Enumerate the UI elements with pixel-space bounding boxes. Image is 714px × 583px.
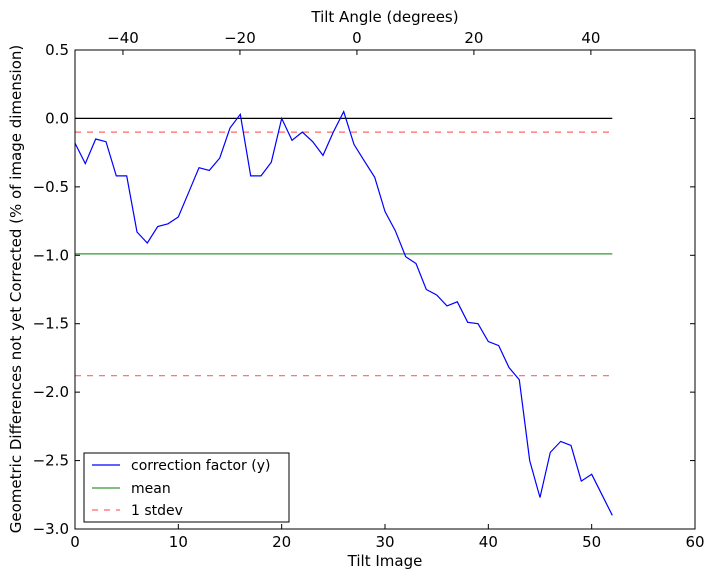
x-tick-label: 60	[685, 533, 704, 551]
y-tick-label: −3.0	[33, 520, 69, 538]
x-tick-label: 40	[479, 533, 498, 551]
x-tick-label: 0	[70, 533, 80, 551]
y-tick-label: 0.5	[45, 41, 69, 59]
legend: correction factor (y) mean 1 stdev	[83, 452, 290, 523]
y-tick-label: −2.0	[33, 383, 69, 401]
series-line-correction-factor-y-	[74, 110, 613, 516]
x-tick-label: 30	[375, 533, 394, 551]
legend-label-stdev: 1 stdev	[131, 503, 183, 519]
x-tick-label: 50	[582, 533, 601, 551]
y-axis-label: Geometric Differences not yet Corrected …	[7, 45, 25, 534]
top-x-tick-label: −20	[224, 29, 256, 47]
top-x-tick-label: 20	[464, 29, 483, 47]
plot-marks	[74, 110, 613, 516]
top-x-tick-label: −40	[107, 29, 139, 47]
y-tick-label: −0.5	[33, 178, 69, 196]
axis-ticks: 0 10 20 30 40 50 60 0.5 0.0 −0.5 −1.0 −1.5 −2.0 −2.5 −…	[33, 29, 705, 551]
x-tick-label: 20	[272, 533, 291, 551]
y-tick-label: −1.0	[33, 246, 69, 264]
top-x-tick-label: 40	[581, 29, 600, 47]
legend-label-mean: mean	[131, 481, 171, 497]
y-tick-label: −1.5	[33, 315, 69, 333]
x-axis-label: Tilt Image	[347, 552, 423, 570]
legend-label-correction: correction factor (y)	[131, 458, 270, 474]
top-x-axis-label: Tilt Angle (degrees)	[310, 8, 458, 26]
y-tick-label: −2.5	[33, 452, 69, 470]
x-tick-label: 10	[169, 533, 188, 551]
top-x-tick-label: 0	[352, 29, 362, 47]
y-tick-label: 0.0	[45, 109, 69, 127]
